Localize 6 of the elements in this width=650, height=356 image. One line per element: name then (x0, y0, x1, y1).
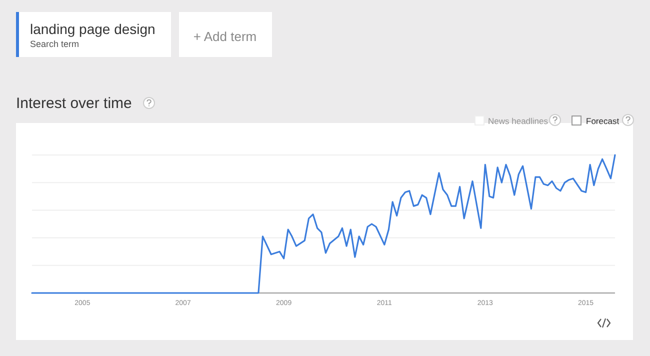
chart-title: Interest over time (16, 95, 132, 112)
text: landing page design (30, 21, 156, 37)
text: + Add term (193, 29, 257, 44)
text: Forecast (586, 116, 620, 126)
legend-title: Search term (30, 39, 80, 49)
text: News headlines (488, 116, 548, 126)
